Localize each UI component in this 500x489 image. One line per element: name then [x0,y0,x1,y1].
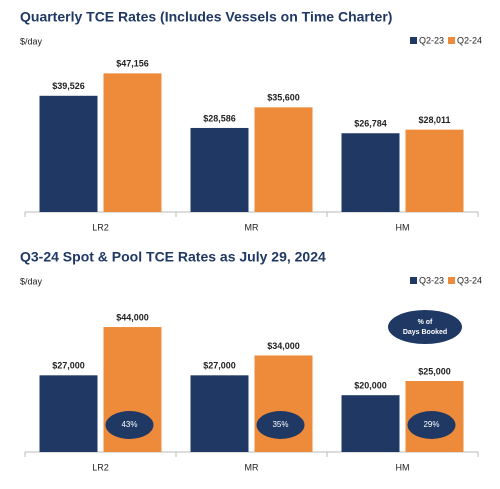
data-label: $39,526 [52,81,85,91]
y-axis-label: $/day [20,276,43,286]
bar [39,95,98,212]
booked-badge [256,411,305,439]
bar [254,107,313,212]
data-label: $26,784 [354,119,387,129]
booked-label: 29% [423,420,439,429]
legend-swatch [448,277,455,284]
x-tick-label: MR [245,222,259,232]
legend-label: Q2-23 [419,35,444,45]
x-tick-label: HM [396,462,410,472]
booked-title-badge [388,310,462,344]
y-axis-label: $/day [20,36,43,46]
bar [405,129,464,212]
chart-title: Q3-24 Spot & Pool TCE Rates as July 29, … [20,249,326,265]
x-tick-label: LR2 [92,222,109,232]
data-label: $27,000 [52,361,85,371]
booked-title-line: % of [418,319,433,326]
booked-badge [407,411,456,439]
x-tick-label: HM [396,222,410,232]
booked-title: % of Days Booked [403,319,447,336]
data-label: $35,600 [267,93,300,103]
data-label: $34,000 [267,341,300,351]
data-label: $28,011 [418,115,450,125]
data-label: $44,000 [116,312,149,322]
data-label: $47,156 [116,59,149,69]
booked-badge [105,411,154,439]
x-tick-label: MR [245,462,259,472]
data-label: $25,000 [418,366,451,376]
booked-label: 43% [121,420,137,429]
bar [103,73,162,212]
legend-swatch [410,37,417,44]
booked-label: 35% [272,420,288,429]
data-label: $28,586 [203,113,236,123]
chart-title: Quarterly TCE Rates (Includes Vessels on… [20,9,392,25]
legend-swatch [448,37,455,44]
bar [39,375,98,452]
legend-swatch [410,277,417,284]
legend-label: Q3-24 [457,275,482,285]
legend-label: Q3-23 [419,275,444,285]
x-tick-label: LR2 [92,462,109,472]
data-label: $27,000 [203,361,236,371]
data-label: $20,000 [354,381,387,391]
legend-label: Q2-24 [457,35,482,45]
bar [341,395,400,452]
booked-title-line: Days Booked [403,329,447,336]
bar [341,133,400,212]
bar [190,127,249,212]
bar [190,375,249,452]
